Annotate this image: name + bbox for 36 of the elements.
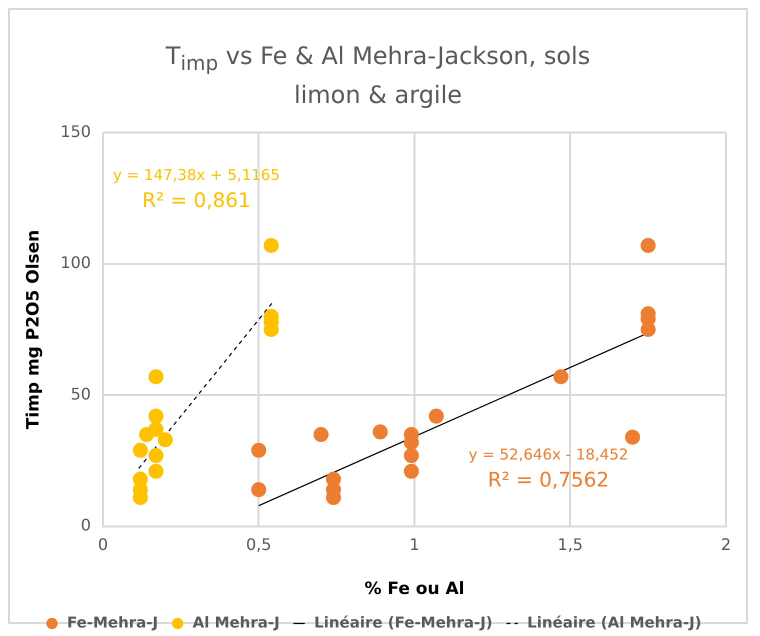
point (251, 482, 266, 497)
point (428, 408, 444, 424)
point (148, 448, 164, 463)
point (158, 432, 173, 448)
point (372, 424, 388, 440)
y-tick-label: 0 (80, 515, 91, 534)
x-axis-title: % Fe ou Al (364, 579, 464, 600)
y-tick-label: 150 (60, 122, 91, 141)
point (404, 464, 419, 479)
legend-label: Al Mehra-J (192, 613, 280, 632)
point (148, 464, 164, 479)
point (148, 369, 164, 384)
point (640, 238, 656, 253)
chart-title: T$_{imp}$ vs Fe & Al Mehra-Jackson, sols limon & argile (164, 41, 592, 111)
x-tick-label: 1 (409, 534, 420, 554)
legend-label: Fe-Mehra-J (66, 613, 158, 632)
legend-label: Linéaire (Fe-Mehra-J) (314, 613, 493, 632)
annotation: y = 52,646x - 18,452 R² = 0,7562 (468, 445, 628, 492)
y-axis-title: Timp mg P2O5 Olsen (24, 230, 44, 430)
y-tick-label: 50 (70, 384, 91, 404)
point (132, 442, 148, 458)
y-tick-label: 100 (60, 252, 91, 272)
point (625, 429, 640, 444)
point (148, 422, 164, 437)
point (251, 442, 266, 458)
point (404, 448, 419, 463)
x-tick-label: 0,5 (246, 534, 272, 554)
annotation: y = 147,38x + 5,1165 R² = 0,861 (112, 166, 280, 212)
x-tick-label: 1,5 (558, 534, 583, 554)
x-tick-label: 2 (720, 534, 732, 554)
point (314, 426, 329, 442)
point (148, 408, 164, 424)
point (264, 238, 279, 253)
x-tick-label: 0 (98, 534, 108, 554)
point (553, 369, 568, 384)
legend-label: Linéaire (Al Mehra-J) (527, 613, 702, 632)
